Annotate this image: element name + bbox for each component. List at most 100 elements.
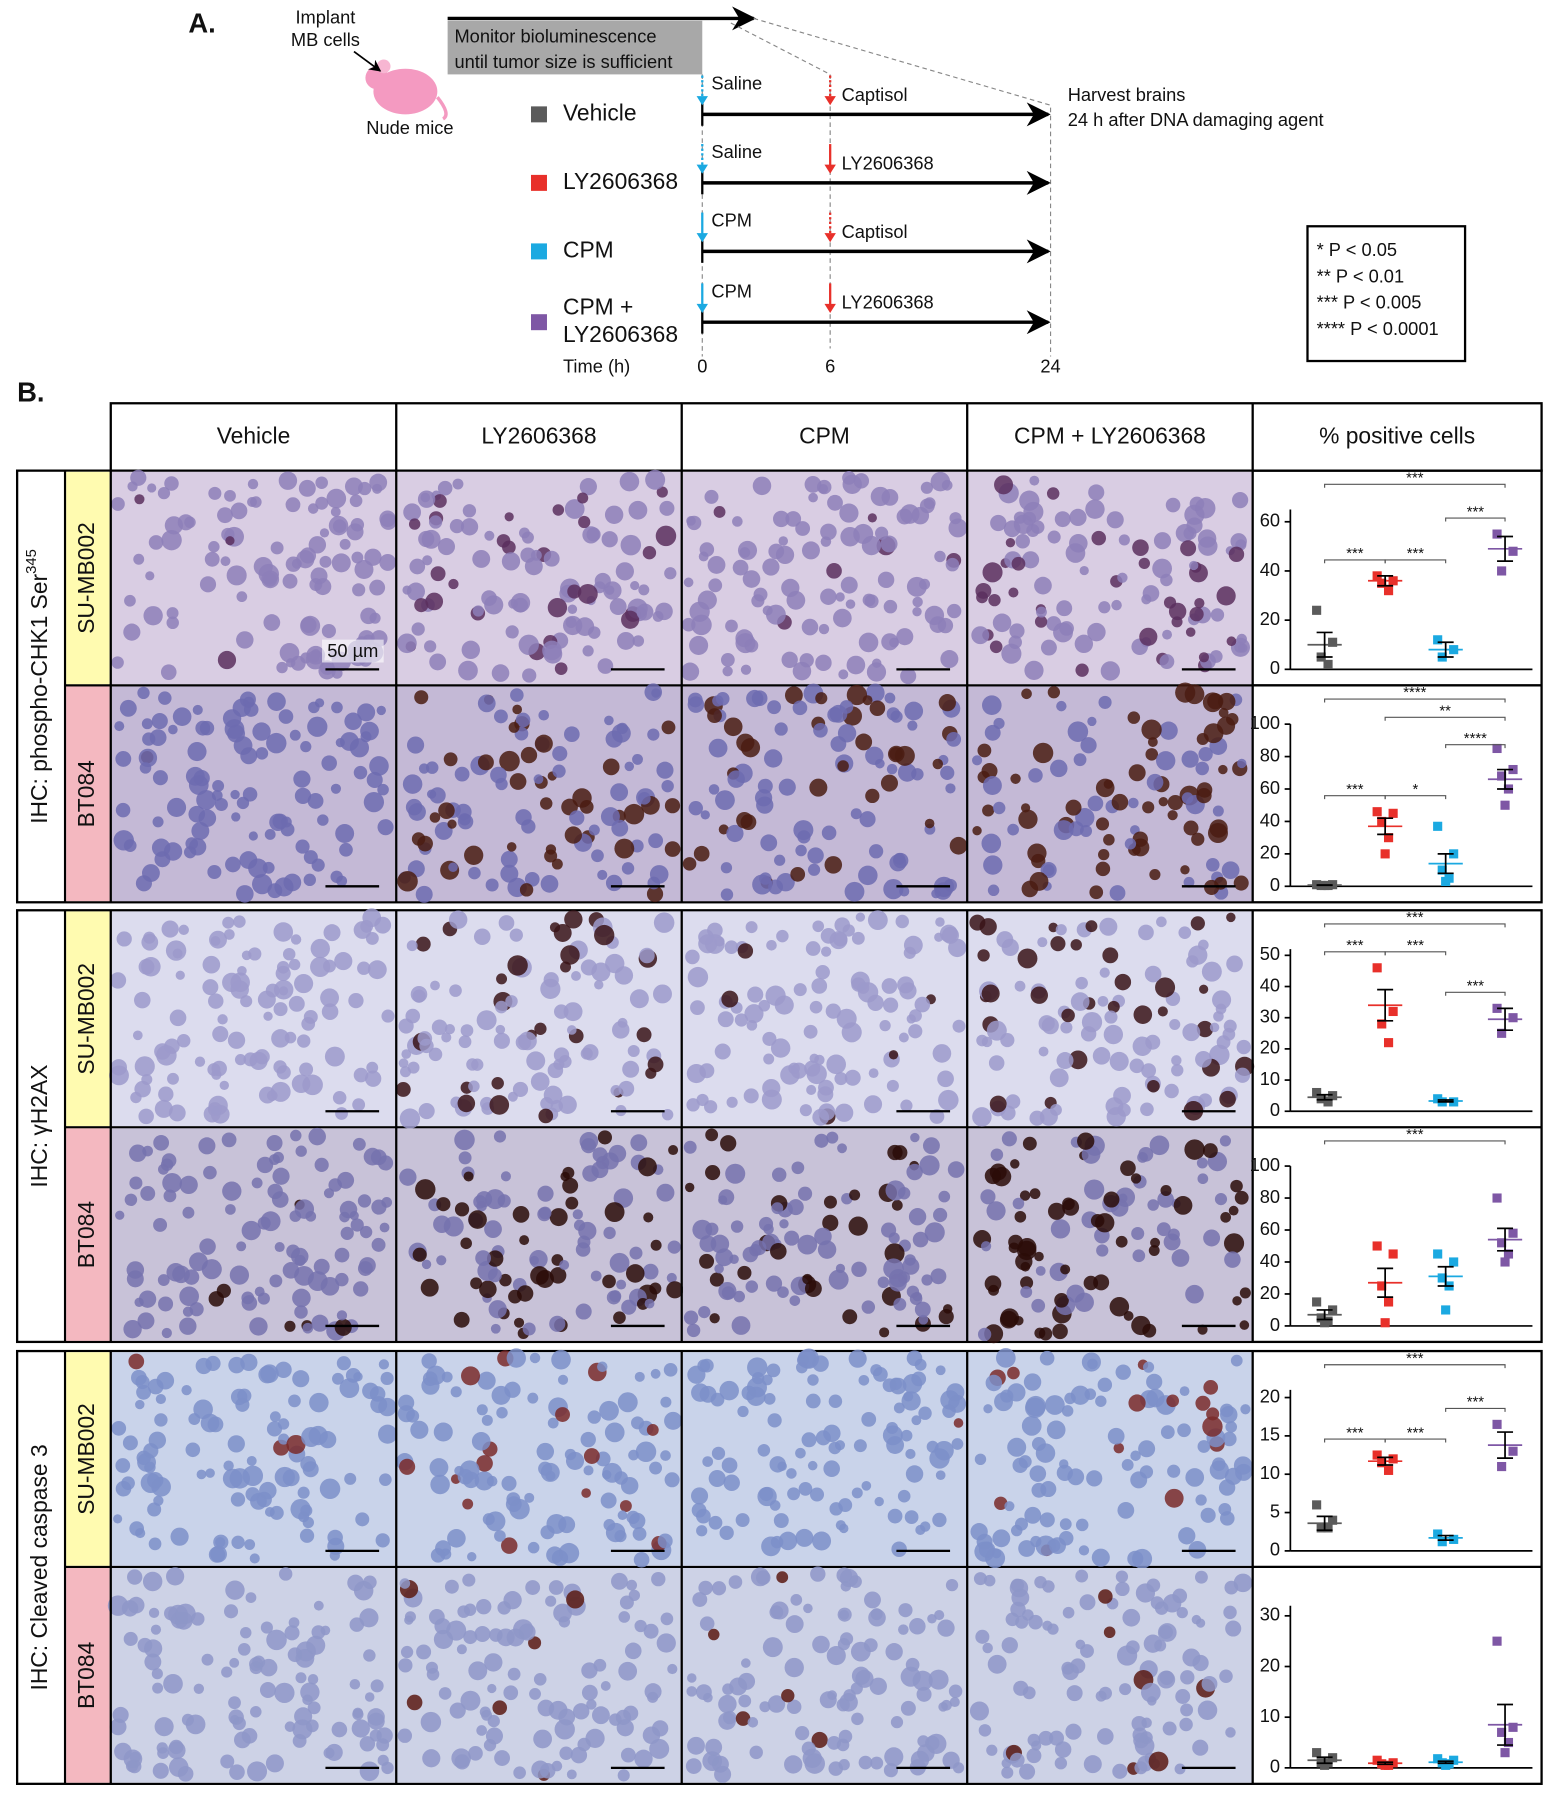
nucleus: [504, 1381, 521, 1398]
nucleus: [468, 1080, 480, 1093]
nucleus: [148, 1607, 160, 1619]
nucleus: [1095, 817, 1110, 831]
nucleus: [1195, 1395, 1211, 1411]
cell-line-box: [66, 471, 110, 685]
nucleus: [414, 690, 429, 705]
nucleus: [499, 1273, 512, 1287]
nucleus: [353, 1372, 363, 1382]
nucleus: [300, 616, 317, 633]
nucleus: [773, 510, 790, 528]
nucleus: [581, 1662, 598, 1679]
nucleus: [258, 1365, 277, 1384]
nucleus: [1173, 1196, 1193, 1215]
nucleus: [1014, 980, 1026, 992]
nucleus: [1088, 484, 1105, 501]
nucleus: [151, 712, 168, 730]
nucleus: [324, 1046, 345, 1067]
data-point: [1492, 743, 1502, 754]
nucleus: [768, 879, 783, 895]
nucleus: [869, 1677, 887, 1695]
nucleus: [720, 1135, 737, 1152]
nucleus: [403, 503, 422, 522]
nucleus: [656, 486, 668, 498]
nucleus: [1130, 1450, 1141, 1461]
nucleus: [726, 1096, 738, 1108]
nucleus: [1079, 1594, 1096, 1611]
nucleus: [503, 1685, 519, 1701]
nucleus: [763, 1393, 776, 1405]
nucleus: [144, 1639, 163, 1658]
nucleus: [1225, 1620, 1242, 1637]
nucleus: [273, 1002, 288, 1017]
nucleus: [217, 507, 233, 524]
nucleus: [240, 995, 253, 1008]
significance-label: ***: [1406, 910, 1424, 926]
nucleus: [766, 939, 777, 951]
nucleus: [661, 779, 674, 793]
nucleus: [610, 1084, 622, 1096]
nucleus: [1019, 1190, 1031, 1201]
cell-line-box: [66, 1128, 110, 1341]
nucleus: [240, 1353, 258, 1372]
panel-label: B.: [17, 376, 44, 407]
nucleus: [554, 662, 568, 675]
nucleus: [807, 1374, 819, 1386]
nucleus: [459, 1460, 480, 1481]
nucleus: [436, 1255, 447, 1266]
nucleus: [518, 1623, 536, 1641]
nucleus: [795, 1726, 810, 1741]
nucleus: [507, 1667, 521, 1681]
nucleus: [288, 995, 305, 1012]
nucleus: [1009, 1578, 1029, 1598]
nucleus: [299, 547, 317, 564]
nucleus: [1194, 1570, 1208, 1584]
nucleus: [1031, 1298, 1046, 1313]
nucleus: [683, 1140, 697, 1154]
nucleus: [915, 1524, 926, 1536]
nucleus: [162, 1172, 183, 1193]
nucleus: [379, 554, 397, 571]
micrograph-texture: [682, 683, 968, 902]
nucleus: [805, 941, 821, 956]
nucleus: [129, 1144, 147, 1162]
nucleus: [367, 960, 387, 980]
nucleus: [581, 1684, 598, 1701]
nucleus: [1167, 810, 1178, 821]
nucleus: [1138, 557, 1150, 570]
nucleus: [152, 816, 164, 828]
nucleus: [458, 813, 471, 826]
y-tick-label: 0: [1270, 1099, 1280, 1120]
nucleus: [1178, 926, 1192, 939]
nucleus: [690, 1000, 705, 1015]
nucleus: [795, 521, 811, 536]
nucleus: [1103, 1024, 1124, 1045]
nucleus: [618, 1611, 631, 1623]
nucleus: [153, 1134, 170, 1151]
nucleus: [617, 1392, 638, 1413]
significance-label: ***: [1346, 782, 1364, 798]
nucleus: [919, 498, 935, 514]
nucleus: [278, 1433, 290, 1445]
nucleus: [457, 1605, 471, 1618]
nucleus: [1199, 984, 1209, 994]
nucleus: [1171, 1249, 1190, 1267]
nucleus: [1075, 1639, 1086, 1650]
nucleus: [1077, 1132, 1095, 1150]
nucleus: [543, 550, 560, 567]
nucleus: [401, 1049, 412, 1059]
nucleus: [1042, 1580, 1055, 1593]
nucleus: [1029, 871, 1049, 891]
nucleus: [811, 978, 828, 994]
nucleus: [352, 583, 366, 597]
nucleus: [786, 1699, 802, 1715]
nucleus: [290, 1129, 302, 1142]
nucleus: [1152, 558, 1172, 579]
nucleus: [1201, 961, 1222, 982]
data-point: [1316, 1313, 1326, 1323]
nucleus: [1179, 1717, 1193, 1732]
nucleus: [765, 1275, 783, 1292]
nucleus: [848, 1216, 868, 1236]
nucleus: [288, 1617, 300, 1628]
nucleus: [409, 558, 426, 575]
nucleus: [709, 1272, 724, 1287]
